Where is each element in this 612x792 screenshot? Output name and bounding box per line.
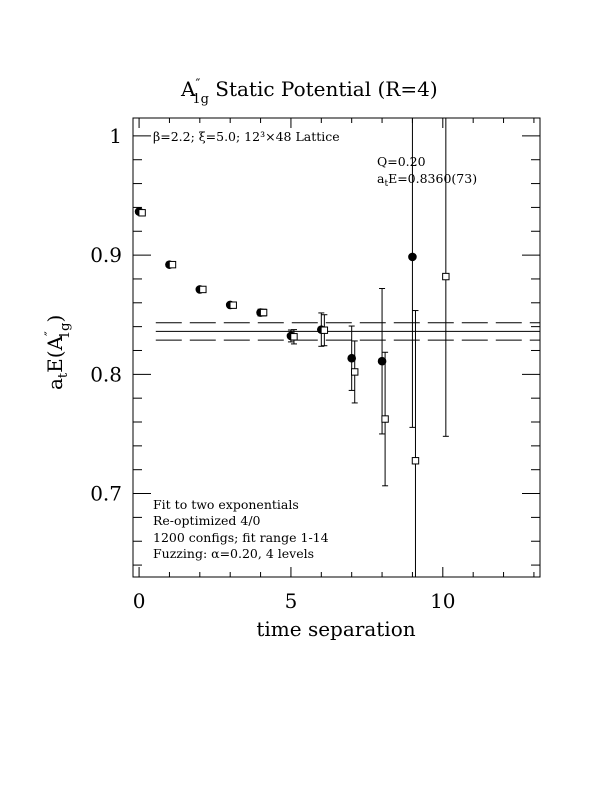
note-line-1: Fit to two exponentials <box>153 497 299 512</box>
data-point-square <box>381 415 389 423</box>
x-tick-label: 0 <box>133 589 146 613</box>
data-point-square <box>229 301 237 309</box>
lattice-info: β=2.2; ξ=5.0; 12³×48 Lattice <box>153 129 340 144</box>
y-axis-label: atE(A″1g) <box>43 315 73 390</box>
fit-energy-a: a <box>377 171 385 186</box>
fit-energy: atE=0.8360(73) <box>377 171 477 189</box>
note-line-2: Re-optimized 4/0 <box>153 513 261 528</box>
data-marks <box>134 118 450 577</box>
data-point-circle <box>377 356 387 366</box>
title-prime: ″ <box>195 77 200 92</box>
ylabel-e: E(A <box>43 335 67 372</box>
y-tick-label: 0.8 <box>90 362 122 386</box>
chart-title: A″ 1g Static Potential (R=4) <box>180 77 438 107</box>
title-prefix: A <box>180 77 196 101</box>
x-axis-label: time separation <box>256 617 415 641</box>
tick-labels: 0 5 10 0.7 0.8 0.9 1 <box>90 124 455 613</box>
data-point-square <box>168 260 177 269</box>
fit-energy-value: E=0.8360(73) <box>388 171 477 186</box>
title-sub: 1g <box>192 92 209 107</box>
fit-energy-t-sub: t <box>384 179 388 189</box>
note-line-4: Fuzzing: α=0.20, 4 levels <box>153 546 314 561</box>
ylabel-close: ) <box>43 315 67 323</box>
fit-q-value: Q=0.20 <box>377 154 426 169</box>
data-point-square <box>290 333 298 341</box>
data-point-circle <box>408 252 417 262</box>
y-tick-label: 0.7 <box>90 482 122 506</box>
x-tick-label: 5 <box>285 589 298 613</box>
x-tick-label: 10 <box>430 589 455 613</box>
ylabel-a: a <box>43 378 67 390</box>
data-point-square <box>411 457 420 465</box>
data-point-square <box>351 368 359 376</box>
y-tick-label: 1 <box>109 124 122 148</box>
y-tick-label: 0.9 <box>90 243 122 267</box>
plot-frame <box>132 117 541 578</box>
note-line-3: 1200 configs; fit range 1-14 <box>153 530 329 545</box>
ylabel-t-sub: t <box>56 372 71 378</box>
data-point-square <box>259 308 268 317</box>
data-point-square <box>320 326 329 334</box>
fit-band <box>155 322 540 341</box>
data-point-circle <box>347 353 356 363</box>
title-rest: Static Potential (R=4) <box>209 77 438 101</box>
data-point-square <box>199 285 207 294</box>
data-point-square <box>442 272 450 281</box>
data-point-square <box>138 209 146 217</box>
ylabel-sub: 1g <box>58 323 73 340</box>
ylabel-prime: ″ <box>43 331 58 336</box>
